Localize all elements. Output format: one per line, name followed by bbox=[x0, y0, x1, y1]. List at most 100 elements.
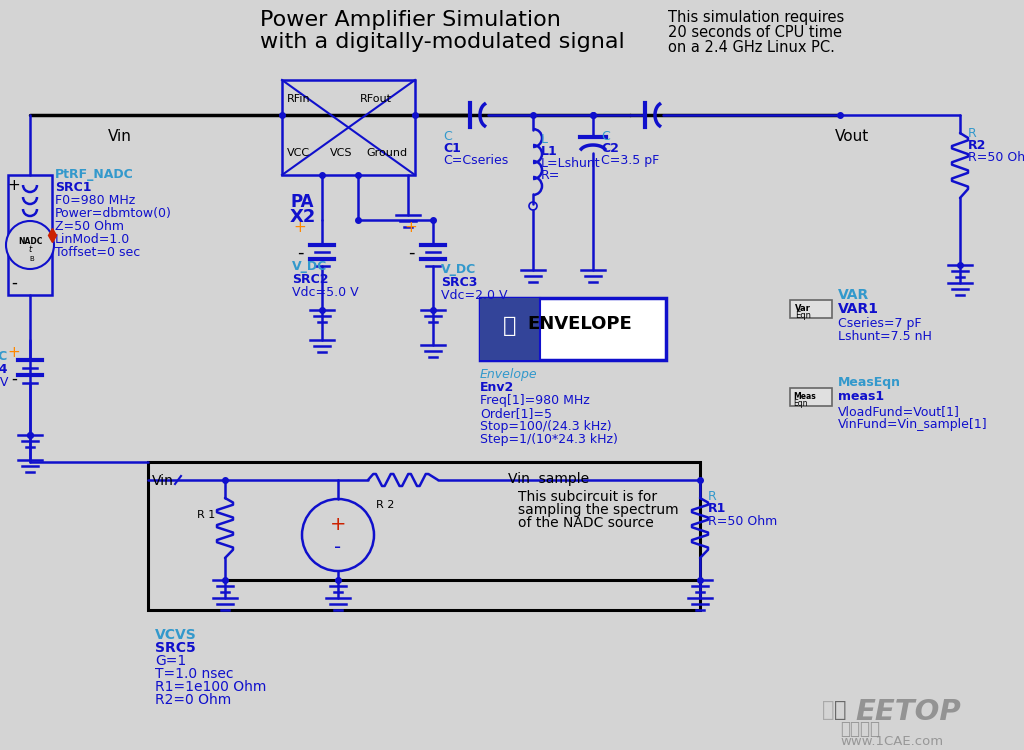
Text: VAR1: VAR1 bbox=[838, 302, 879, 316]
Text: Lshunt=7.5 nH: Lshunt=7.5 nH bbox=[838, 330, 932, 343]
Bar bbox=[790, 388, 831, 406]
Text: Vdc=3.95 V: Vdc=3.95 V bbox=[0, 376, 8, 389]
Text: 🐼: 🐼 bbox=[834, 700, 846, 720]
Text: NADC: NADC bbox=[17, 236, 42, 245]
Bar bbox=[790, 300, 831, 318]
Text: RFin: RFin bbox=[287, 94, 310, 104]
Text: Meas: Meas bbox=[793, 392, 816, 401]
Text: Freq[1]=980 MHz: Freq[1]=980 MHz bbox=[480, 394, 590, 407]
Text: R 1: R 1 bbox=[197, 510, 215, 520]
Text: PA: PA bbox=[290, 193, 313, 211]
Text: ⛹: ⛹ bbox=[504, 316, 517, 336]
Bar bbox=[148, 462, 700, 610]
Text: V_DC: V_DC bbox=[441, 263, 476, 276]
Text: MeasEqn: MeasEqn bbox=[838, 376, 901, 389]
Text: G=1: G=1 bbox=[155, 654, 186, 668]
Text: R 2: R 2 bbox=[376, 500, 394, 510]
Text: R1=1e100 Ohm: R1=1e100 Ohm bbox=[155, 680, 266, 694]
Text: T=1.0 nsec: T=1.0 nsec bbox=[155, 667, 233, 681]
Text: R: R bbox=[968, 127, 977, 140]
Text: Power=dbmtow(0): Power=dbmtow(0) bbox=[55, 207, 172, 220]
Text: Vin  sample: Vin sample bbox=[508, 472, 589, 486]
Text: C=Cseries: C=Cseries bbox=[443, 154, 508, 167]
Text: C1: C1 bbox=[443, 142, 461, 155]
Text: R: R bbox=[708, 490, 717, 503]
Text: V_DC: V_DC bbox=[0, 350, 8, 363]
Text: 20 seconds of CPU time: 20 seconds of CPU time bbox=[668, 25, 842, 40]
Text: Z=50 Ohm: Z=50 Ohm bbox=[55, 220, 124, 233]
Text: +: + bbox=[404, 220, 418, 235]
Text: Power Amplifier Simulation: Power Amplifier Simulation bbox=[260, 10, 561, 30]
Text: Toffset=0 sec: Toffset=0 sec bbox=[55, 246, 140, 259]
Text: -: - bbox=[408, 244, 415, 262]
Text: +: + bbox=[330, 515, 346, 535]
Text: L=Lshunt: L=Lshunt bbox=[541, 157, 601, 170]
Text: B: B bbox=[30, 256, 35, 262]
Text: -: - bbox=[11, 274, 17, 292]
Text: -: - bbox=[335, 538, 342, 556]
Text: 仿真在线: 仿真在线 bbox=[840, 720, 880, 738]
Text: VCVS: VCVS bbox=[155, 628, 197, 642]
Text: VCC: VCC bbox=[287, 148, 310, 158]
Text: This subcircuit is for: This subcircuit is for bbox=[518, 490, 657, 504]
Text: V_DC: V_DC bbox=[292, 260, 328, 273]
Text: Ground: Ground bbox=[366, 148, 408, 158]
Text: VloadFund=Vout[1]: VloadFund=Vout[1] bbox=[838, 405, 959, 418]
Text: VCS: VCS bbox=[330, 148, 352, 158]
Text: Vin: Vin bbox=[108, 129, 132, 144]
Text: RFout: RFout bbox=[360, 94, 392, 104]
Text: Eqn: Eqn bbox=[795, 311, 811, 320]
Text: Vdc=2.0 V: Vdc=2.0 V bbox=[441, 289, 508, 302]
Text: +: + bbox=[7, 178, 20, 193]
Text: L: L bbox=[541, 133, 548, 146]
Text: Stop=100/(24.3 kHz): Stop=100/(24.3 kHz) bbox=[480, 420, 611, 433]
Bar bbox=[8, 175, 52, 295]
Text: VAR: VAR bbox=[838, 288, 869, 302]
Text: ENVELOPE: ENVELOPE bbox=[527, 315, 633, 333]
Text: sampling the spectrum: sampling the spectrum bbox=[518, 503, 679, 517]
Text: SRC4: SRC4 bbox=[0, 363, 8, 376]
Bar bbox=[480, 298, 540, 360]
Text: -: - bbox=[11, 370, 17, 388]
Text: This simulation requires: This simulation requires bbox=[668, 10, 844, 25]
Circle shape bbox=[302, 499, 374, 571]
Text: C: C bbox=[601, 130, 609, 143]
Text: Order[1]=5: Order[1]=5 bbox=[480, 407, 552, 420]
Text: R=: R= bbox=[541, 169, 560, 182]
Text: on a 2.4 GHz Linux PC.: on a 2.4 GHz Linux PC. bbox=[668, 40, 835, 55]
Text: L1: L1 bbox=[541, 145, 558, 158]
Text: Var: Var bbox=[795, 304, 811, 313]
Text: X2: X2 bbox=[290, 208, 316, 226]
Text: EETOP: EETOP bbox=[855, 698, 961, 726]
Text: SRC5: SRC5 bbox=[155, 641, 196, 655]
Text: C2: C2 bbox=[601, 142, 618, 155]
Text: t: t bbox=[29, 245, 32, 254]
Text: Step=1/(10*24.3 kHz): Step=1/(10*24.3 kHz) bbox=[480, 433, 617, 446]
Text: meas1: meas1 bbox=[838, 390, 884, 403]
Text: R=50 Ohm: R=50 Ohm bbox=[968, 151, 1024, 164]
Text: R1: R1 bbox=[708, 502, 726, 515]
Text: +: + bbox=[294, 220, 306, 235]
Text: C: C bbox=[443, 130, 452, 143]
Text: Envelope: Envelope bbox=[480, 368, 538, 381]
Text: with a digitally-modulated signal: with a digitally-modulated signal bbox=[260, 32, 625, 52]
Text: R2: R2 bbox=[968, 139, 986, 152]
Circle shape bbox=[529, 202, 537, 210]
Text: R=50 Ohm: R=50 Ohm bbox=[708, 515, 777, 528]
Text: F0=980 MHz: F0=980 MHz bbox=[55, 194, 135, 207]
Circle shape bbox=[6, 221, 54, 269]
Bar bbox=[282, 80, 415, 175]
Text: C=3.5 pF: C=3.5 pF bbox=[601, 154, 659, 167]
Text: of the NADC source: of the NADC source bbox=[518, 516, 653, 530]
Text: LinMod=1.0: LinMod=1.0 bbox=[55, 233, 130, 246]
Text: R2=0 Ohm: R2=0 Ohm bbox=[155, 693, 231, 707]
Text: www.1CAE.com: www.1CAE.com bbox=[840, 735, 943, 748]
Text: Eqn: Eqn bbox=[793, 399, 808, 408]
Text: 📱: 📱 bbox=[821, 700, 835, 720]
Bar bbox=[480, 298, 666, 360]
Text: SRC1: SRC1 bbox=[55, 181, 91, 194]
Text: SRC2: SRC2 bbox=[292, 273, 329, 286]
Text: SRC3: SRC3 bbox=[441, 276, 477, 289]
Text: -: - bbox=[297, 244, 303, 262]
Text: +: + bbox=[7, 345, 20, 360]
